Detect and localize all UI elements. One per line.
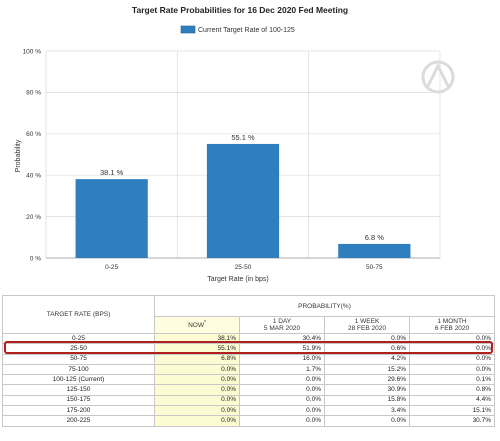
y-tick-label: 0 % (30, 255, 41, 262)
chart-panel: Target Rate Probabilities for 16 Dec 202… (15, 5, 455, 283)
legend-label: Current Target Rate of 100-125 (198, 27, 295, 34)
cell-month1: 0.8% (409, 384, 495, 396)
x-tick-label: 0-25 (105, 264, 118, 271)
cell-week1: 30.9% (324, 384, 410, 396)
y-tick-label: 80 % (26, 90, 41, 97)
table-row: 150-175 0.0% 0.0% 15.8% 4.4% (2, 394, 495, 407)
cell-day1: 0.0% (239, 405, 325, 417)
cell-month1: 0.0% (409, 332, 495, 345)
y-axis-title: Probability (15, 139, 22, 172)
header-1-day: 1 DAY 5 MAR 2020 (239, 316, 325, 334)
cell-week1: 0.6% (324, 343, 410, 355)
cell-rate: 150-175 (2, 394, 155, 407)
cell-rate: 100-125 (Current) (2, 374, 155, 386)
cell-now: 0.0% (154, 374, 240, 386)
cell-day1: 0.0% (239, 384, 325, 396)
cell-week1: 4.2% (324, 353, 410, 365)
cell-month1: 0.0% (409, 353, 495, 365)
cell-day1: 0.0% (239, 374, 325, 386)
y-tick-label: 40 % (26, 173, 41, 180)
cell-rate: 125-150 (2, 384, 155, 396)
cell-now: 0.0% (154, 405, 240, 417)
cell-week1: 29.6% (324, 374, 410, 386)
table-row: 25-50 55.1% 51.9% 0.6% 0.0% (2, 343, 495, 355)
y-tick-label: 60 % (26, 131, 41, 138)
cme-logo-watermark (421, 60, 455, 94)
cell-now: 55.1% (154, 343, 240, 355)
y-tick-label: 100 % (23, 48, 42, 55)
table-row: 50-75 6.8% 16.0% 4.2% 0.0% (2, 353, 495, 365)
table-body: 0-25 38.1% 30.4% 0.0% 0.0% 25-50 55.1% 51.9% 0.6… (2, 332, 495, 427)
cell-day1: 0.0% (239, 394, 325, 407)
bar-25-50[interactable] (206, 143, 280, 258)
header-target-rate: TARGET RATE (BPS) (2, 295, 155, 334)
cell-day1: 51.9% (239, 343, 325, 355)
cell-month1: 30.7% (409, 415, 495, 427)
bar-50-75[interactable] (338, 243, 411, 258)
table-row: 75-100 0.0% 1.7% 15.2% 0.0% (2, 363, 495, 376)
table-row: 0-25 38.1% 30.4% 0.0% 0.0% (2, 332, 495, 345)
legend-swatch (180, 25, 196, 34)
header-now: NOW* (154, 316, 240, 334)
header-1-week: 1 WEEK 28 FEB 2020 (324, 316, 410, 334)
bars: 38.1 % 55.1 % 6.8 % (75, 133, 411, 258)
cell-day1: 16.0% (239, 353, 325, 365)
cell-day1: 1.7% (239, 363, 325, 376)
cell-week1: 3.4% (324, 405, 410, 417)
cell-week1: 15.2% (324, 363, 410, 376)
cell-now: 38.1% (154, 332, 240, 345)
probability-table: TARGET RATE (BPS) PROBABILITY(%) NOW* 1 … (2, 295, 495, 427)
table-row: 100-125 (Current) 0.0% 0.0% 29.6% 0.1% (2, 374, 495, 386)
cell-month1: 0.0% (409, 363, 495, 376)
cell-month1: 15.1% (409, 405, 495, 417)
header-1-month: 1 MONTH 6 FEB 2020 (409, 316, 495, 334)
cell-now: 0.0% (154, 384, 240, 396)
cell-week1: 0.0% (324, 415, 410, 427)
cell-now: 0.0% (154, 363, 240, 376)
cell-month1: 0.1% (409, 374, 495, 386)
cell-week1: 0.0% (324, 332, 410, 345)
data-label: 55.1 % (231, 133, 255, 142)
cell-month1: 4.4% (409, 394, 495, 407)
data-label: 38.1 % (100, 168, 124, 177)
x-tick-label: 25-50 (235, 264, 252, 271)
chart-title: Target Rate Probabilities for 16 Dec 202… (132, 5, 348, 15)
cell-rate: 50-75 (2, 353, 155, 365)
cell-now: 6.8% (154, 353, 240, 365)
cell-rate: 0-25 (2, 332, 155, 345)
cell-day1: 0.0% (239, 415, 325, 427)
bar-0-25[interactable] (75, 179, 148, 258)
x-tick-label: 50-75 (366, 264, 383, 271)
cell-month1: 0.0% (409, 343, 495, 355)
table-row: 200-225 0.0% 0.0% 0.0% 30.7% (2, 415, 495, 427)
y-tick-label: 20 % (26, 214, 41, 221)
table-row: 125-150 0.0% 0.0% 30.9% 0.8% (2, 384, 495, 396)
header-probability: PROBABILITY(%) (154, 295, 495, 317)
table-row: 175-200 0.0% 0.0% 3.4% 15.1% (2, 405, 495, 417)
cell-day1: 30.4% (239, 332, 325, 345)
cell-rate: 75-100 (2, 363, 155, 376)
bar-chart: Target Rate Probabilities for 16 Dec 202… (15, 5, 455, 283)
legend[interactable]: Current Target Rate of 100-125 (180, 25, 295, 34)
x-axis-title: Target Rate (in bps) (207, 276, 268, 283)
cell-week1: 15.8% (324, 394, 410, 407)
cell-rate: 175-200 (2, 405, 155, 417)
data-label: 6.8 % (365, 233, 385, 242)
cell-now: 0.0% (154, 394, 240, 407)
cell-rate: 25-50 (2, 343, 155, 355)
cell-rate: 200-225 (2, 415, 155, 427)
cell-now: 0.0% (154, 415, 240, 427)
